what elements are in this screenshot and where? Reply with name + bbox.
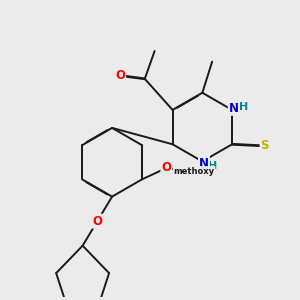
Text: O: O bbox=[115, 69, 125, 82]
Text: O: O bbox=[92, 215, 102, 228]
Text: N: N bbox=[229, 102, 239, 115]
Text: N: N bbox=[199, 157, 209, 169]
Text: H: H bbox=[239, 102, 248, 112]
Text: O: O bbox=[161, 161, 171, 175]
Text: methoxy: methoxy bbox=[174, 167, 215, 176]
Text: H: H bbox=[208, 161, 217, 171]
Text: S: S bbox=[261, 140, 269, 152]
